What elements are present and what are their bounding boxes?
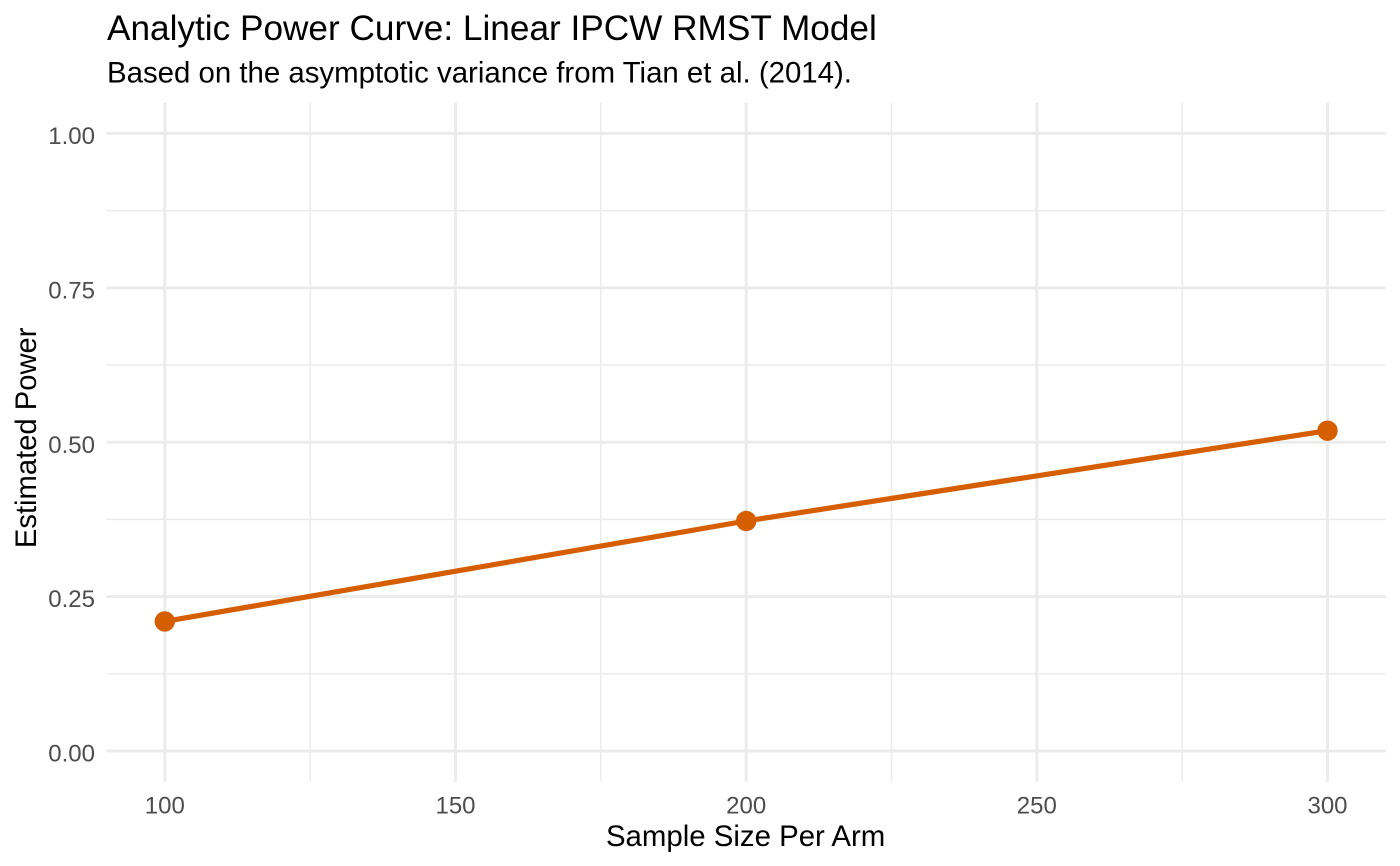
- svg-text:100: 100: [145, 792, 185, 819]
- svg-text:0.00: 0.00: [48, 741, 95, 768]
- svg-text:200: 200: [726, 792, 766, 819]
- svg-text:1.00: 1.00: [48, 123, 95, 150]
- svg-text:300: 300: [1307, 792, 1347, 819]
- svg-text:Analytic Power Curve: Linear I: Analytic Power Curve: Linear IPCW RMST M…: [107, 9, 877, 48]
- svg-text:Based on the asymptotic varian: Based on the asymptotic variance from Ti…: [107, 57, 852, 90]
- svg-text:Sample Size Per Arm: Sample Size Per Arm: [606, 820, 885, 853]
- svg-text:Estimated Power: Estimated Power: [11, 327, 43, 548]
- svg-text:0.50: 0.50: [48, 432, 95, 459]
- svg-text:0.25: 0.25: [48, 586, 95, 613]
- svg-text:150: 150: [435, 792, 475, 819]
- svg-text:0.75: 0.75: [48, 277, 95, 304]
- svg-text:250: 250: [1017, 792, 1057, 819]
